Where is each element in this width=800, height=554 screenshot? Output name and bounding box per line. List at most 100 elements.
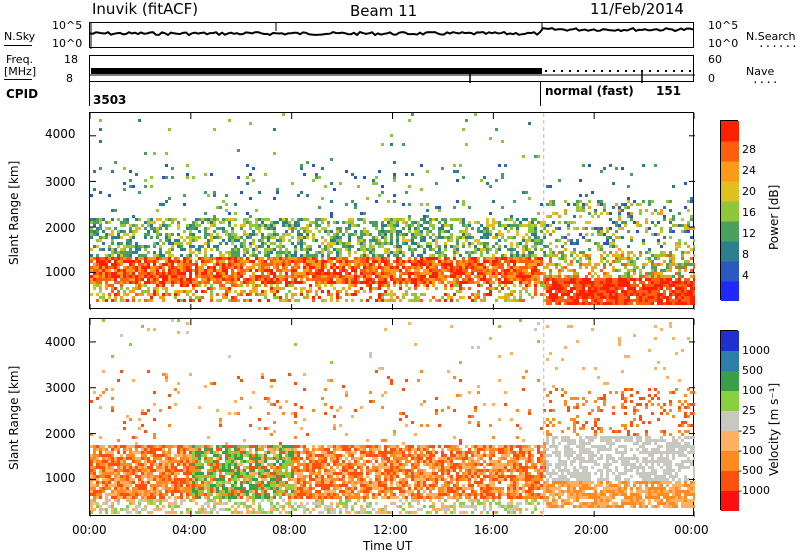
heat-cell [207, 194, 210, 197]
heat-cell [354, 224, 357, 227]
heat-cell [357, 236, 360, 239]
heat-cell [531, 278, 534, 281]
heat-cell [612, 182, 615, 185]
heat-cell [336, 254, 339, 257]
heat-cell [462, 272, 465, 275]
heat-cell [606, 254, 609, 257]
heat-cell [279, 275, 282, 278]
heat-cell [411, 281, 414, 284]
heat-cell [627, 290, 630, 293]
heat-cell [375, 260, 378, 263]
heat-cell [690, 197, 693, 200]
heat-cell [402, 221, 405, 224]
heat-cell [342, 263, 345, 266]
heat-cell [162, 487, 165, 490]
heat-cell [261, 257, 264, 260]
heat-cell [90, 460, 93, 463]
heat-cell [117, 502, 120, 505]
heat-cell [201, 263, 204, 266]
heat-cell [375, 281, 378, 284]
heat-cell [114, 275, 117, 278]
station-title: Inuvik (fitACF) [92, 0, 199, 18]
heat-cell [300, 248, 303, 251]
heat-cell [132, 260, 135, 263]
heat-cell [228, 239, 231, 242]
heat-cell [318, 287, 321, 290]
heat-cell [360, 254, 363, 257]
heat-cell [192, 284, 195, 287]
heat-cell [159, 472, 162, 475]
heat-cell [255, 248, 258, 251]
heat-cell [258, 227, 261, 230]
heat-cell [438, 227, 441, 230]
heat-cell [129, 478, 132, 481]
heat-cell [537, 239, 540, 242]
heat-cell [285, 221, 288, 224]
heat-cell [504, 293, 507, 296]
heat-cell [687, 245, 690, 248]
heat-cell [183, 281, 186, 284]
heat-cell [117, 481, 120, 484]
heat-cell [606, 236, 609, 239]
heat-cell [513, 266, 516, 269]
heat-cell [96, 293, 99, 296]
heat-cell [261, 266, 264, 269]
heat-cell [495, 248, 498, 251]
heat-cell [588, 278, 591, 281]
heat-cell [150, 176, 153, 179]
heat-cell [156, 505, 159, 508]
heat-cell [546, 215, 549, 218]
heat-cell [444, 257, 447, 260]
heat-cell [687, 251, 690, 254]
heat-cell [165, 293, 168, 296]
heat-cell [141, 454, 144, 457]
heat-cell [159, 203, 162, 206]
heat-cell [630, 284, 633, 287]
heat-cell [201, 478, 204, 481]
heat-cell [213, 194, 216, 197]
heat-cell [138, 218, 141, 221]
heat-cell [246, 505, 249, 508]
heat-cell [252, 263, 255, 266]
heat-cell [495, 242, 498, 245]
heat-cell [585, 239, 588, 242]
heat-cell [186, 322, 189, 325]
heat-cell [165, 272, 168, 275]
heat-cell [189, 263, 192, 266]
heat-cell [519, 284, 522, 287]
heat-cell [210, 221, 213, 224]
heat-cell [210, 484, 213, 487]
heat-cell [504, 269, 507, 272]
heat-cell [450, 239, 453, 242]
heat-cell [417, 278, 420, 281]
heat-cell [249, 260, 252, 263]
heat-cell [222, 287, 225, 290]
heat-cell [96, 266, 99, 269]
heat-cell [147, 260, 150, 263]
heat-cell [111, 460, 114, 463]
heat-cell [633, 293, 636, 296]
heat-cell [237, 149, 240, 152]
heat-cell [162, 203, 165, 206]
heat-cell [297, 266, 300, 269]
heat-cell [408, 287, 411, 290]
heat-cell [210, 499, 213, 502]
heat-cell [321, 221, 324, 224]
heat-cell [114, 463, 117, 466]
power-cbar-tick: 12 [742, 227, 756, 240]
heat-cell [336, 239, 339, 242]
heat-cell [405, 260, 408, 263]
heat-cell [438, 269, 441, 272]
heat-cell [501, 224, 504, 227]
heat-cell [684, 296, 687, 299]
heat-cell [225, 209, 228, 212]
heat-cell [543, 293, 546, 296]
heat-cell [141, 254, 144, 257]
heat-cell [489, 287, 492, 290]
heat-cell [342, 233, 345, 236]
heat-cell [288, 257, 291, 260]
heat-cell [393, 266, 396, 269]
heat-cell [99, 272, 102, 275]
heat-cell [273, 281, 276, 284]
heat-cell [171, 502, 174, 505]
